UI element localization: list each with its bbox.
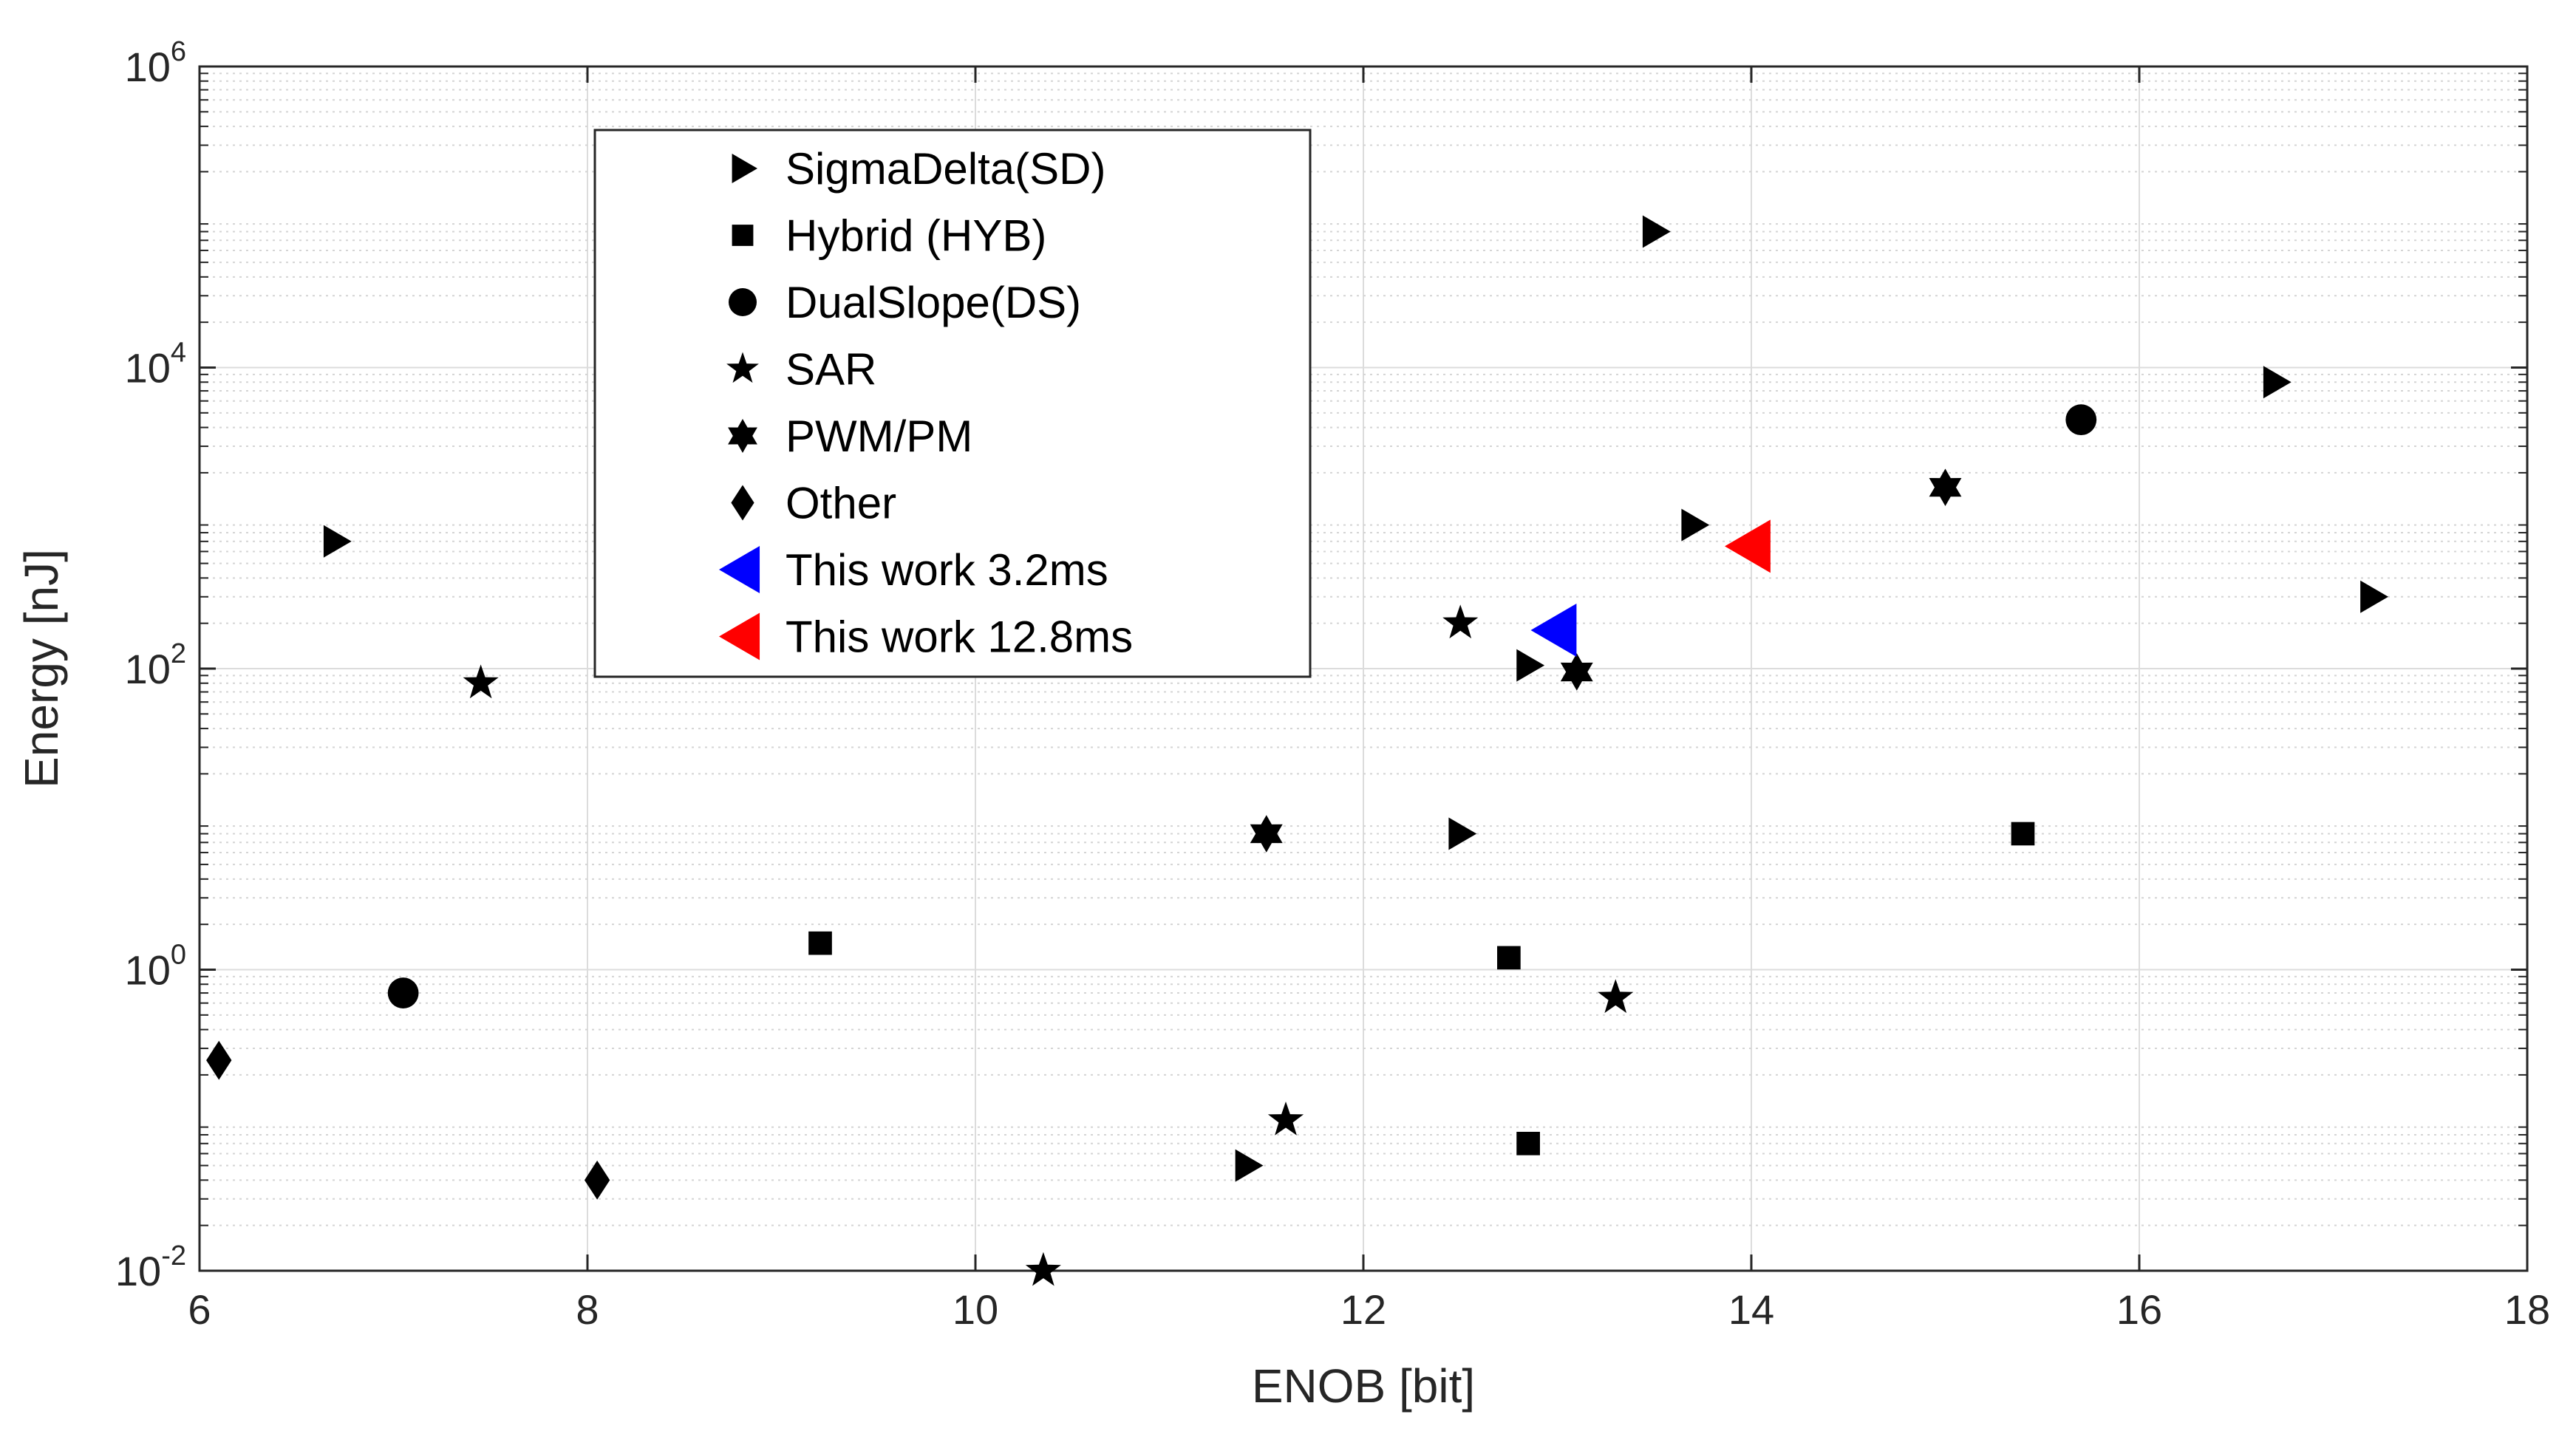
legend-label: SigmaDelta(SD) <box>786 144 1105 194</box>
y-tick-label: 106 <box>125 36 186 90</box>
data-point-square <box>2011 822 2035 846</box>
data-point-pentagram <box>1267 1102 1304 1136</box>
x-tick-label: 18 <box>2504 1286 2550 1333</box>
x-tick-label: 14 <box>1728 1286 1774 1333</box>
data-point-triangle-right <box>2360 580 2388 613</box>
data-point-pentagram <box>1598 979 1634 1014</box>
legend-marker <box>729 288 757 316</box>
legend-marker <box>719 612 760 660</box>
data-point-square <box>1516 1131 1540 1155</box>
x-tick-label: 10 <box>953 1286 998 1333</box>
legend-marker <box>732 225 754 246</box>
data-point-triangle-right <box>1448 817 1477 850</box>
data-point-circle <box>2065 404 2097 436</box>
data-point-triangle-left <box>1725 519 1771 573</box>
data-point-hexagram <box>1560 653 1593 691</box>
y-tick-label: 100 <box>125 940 186 994</box>
legend-marker <box>726 352 759 383</box>
legend-label: DualSlope(DS) <box>786 278 1081 327</box>
legend-marker <box>719 546 760 593</box>
x-tick-label: 12 <box>1340 1286 1386 1333</box>
x-axis-label: ENOB [bit] <box>1252 1359 1475 1413</box>
data-point-pentagram <box>1025 1252 1061 1286</box>
y-tick-label: 104 <box>125 338 186 392</box>
legend-label: SAR <box>786 345 876 395</box>
y-axis-label: Energy [nJ] <box>15 549 68 788</box>
legend-marker <box>732 154 757 183</box>
data-point-diamond <box>584 1160 610 1200</box>
grid-lines <box>200 66 2527 1271</box>
legend-label: Other <box>786 479 896 528</box>
legend-marker <box>731 485 754 521</box>
legend-marker <box>728 419 757 453</box>
data-points <box>206 215 2388 1286</box>
data-point-pentagram <box>463 664 499 699</box>
data-point-hexagram <box>1250 815 1283 853</box>
data-point-triangle-right <box>1516 649 1545 682</box>
data-point-triangle-right <box>1235 1149 1264 1182</box>
x-tick-label: 16 <box>2116 1286 2162 1333</box>
data-point-triangle-right <box>1642 215 1671 248</box>
data-point-triangle-right <box>323 525 352 558</box>
y-tick-label: 102 <box>125 638 186 692</box>
x-tick-label: 8 <box>576 1286 599 1333</box>
axis-ticks: 6 8 10 12 14 16 18 10-2 100 102 104 106 <box>115 36 2550 1333</box>
legend: SigmaDelta(SD) Hybrid (HYB) DualSlope(DS) S… <box>593 129 1312 678</box>
y-tick-label: 10-2 <box>115 1240 186 1294</box>
data-point-pentagram <box>1442 604 1479 639</box>
x-tick-label: 6 <box>188 1286 211 1333</box>
data-point-triangle-left <box>1530 603 1577 657</box>
data-point-square <box>1497 946 1521 970</box>
legend-box <box>593 129 1312 678</box>
data-point-diamond <box>206 1040 232 1080</box>
data-point-square <box>808 931 832 955</box>
legend-label: PWM/PM <box>786 412 972 461</box>
legend-label: This work 12.8ms <box>786 612 1133 662</box>
legend-label: This work 3.2ms <box>786 545 1108 595</box>
data-point-circle <box>387 977 419 1008</box>
legend-label: Hybrid (HYB) <box>786 211 1046 261</box>
data-point-triangle-right <box>2263 366 2292 399</box>
data-point-hexagram <box>1929 468 1962 506</box>
data-point-triangle-right <box>1681 508 1710 542</box>
